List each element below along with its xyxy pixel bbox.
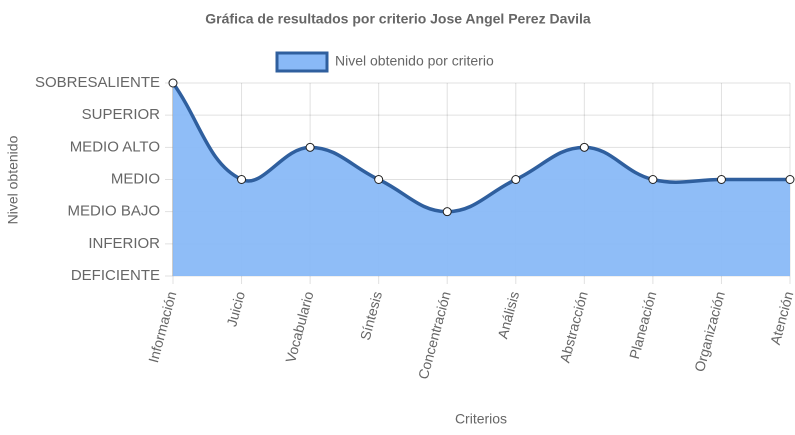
x-axis-title: Criterios bbox=[455, 411, 507, 427]
y-tick-label: MEDIO ALTO bbox=[70, 138, 160, 155]
x-tick-label: Planeación bbox=[626, 290, 659, 361]
line bbox=[171, 81, 790, 214]
point bbox=[785, 175, 795, 184]
x-tick-label: Vocabulario bbox=[282, 289, 316, 364]
y-tick-label: INFERIOR bbox=[88, 235, 160, 252]
x-tick-label: Atención bbox=[767, 290, 795, 347]
point bbox=[374, 175, 384, 184]
x-tick-label: Organización bbox=[691, 290, 728, 374]
x-tick-label: Concentración bbox=[415, 290, 454, 381]
point bbox=[237, 175, 247, 184]
y-tick-label: DEFICIENTE bbox=[71, 267, 160, 284]
y-tick-label: MEDIO BAJO bbox=[67, 203, 160, 220]
point bbox=[305, 142, 315, 152]
y-tick-label: SOBRESALIENTE bbox=[35, 74, 160, 91]
point bbox=[579, 142, 589, 152]
x-tick-label: Síntesis bbox=[357, 290, 385, 342]
chart-title: Gráfica de resultados por criterio Jose … bbox=[205, 11, 591, 27]
point bbox=[442, 207, 452, 217]
point bbox=[511, 175, 521, 184]
x-tick-label: Análisis bbox=[494, 290, 522, 341]
point bbox=[168, 78, 178, 88]
y-axis-title: Nivel obtenido bbox=[5, 135, 21, 224]
x-tick-label: Información bbox=[145, 290, 179, 365]
y-tick-label: MEDIO bbox=[111, 170, 160, 187]
x-tick-label: Juicio bbox=[223, 289, 248, 328]
x-tick-label: Abstracción bbox=[556, 290, 590, 365]
legend-swatch bbox=[275, 51, 329, 73]
legend-label: Nivel obtenido por criterio bbox=[335, 53, 494, 69]
point bbox=[716, 175, 726, 184]
area bbox=[173, 83, 790, 276]
y-tick-label: SUPERIOR bbox=[82, 106, 161, 123]
point bbox=[648, 175, 658, 184]
